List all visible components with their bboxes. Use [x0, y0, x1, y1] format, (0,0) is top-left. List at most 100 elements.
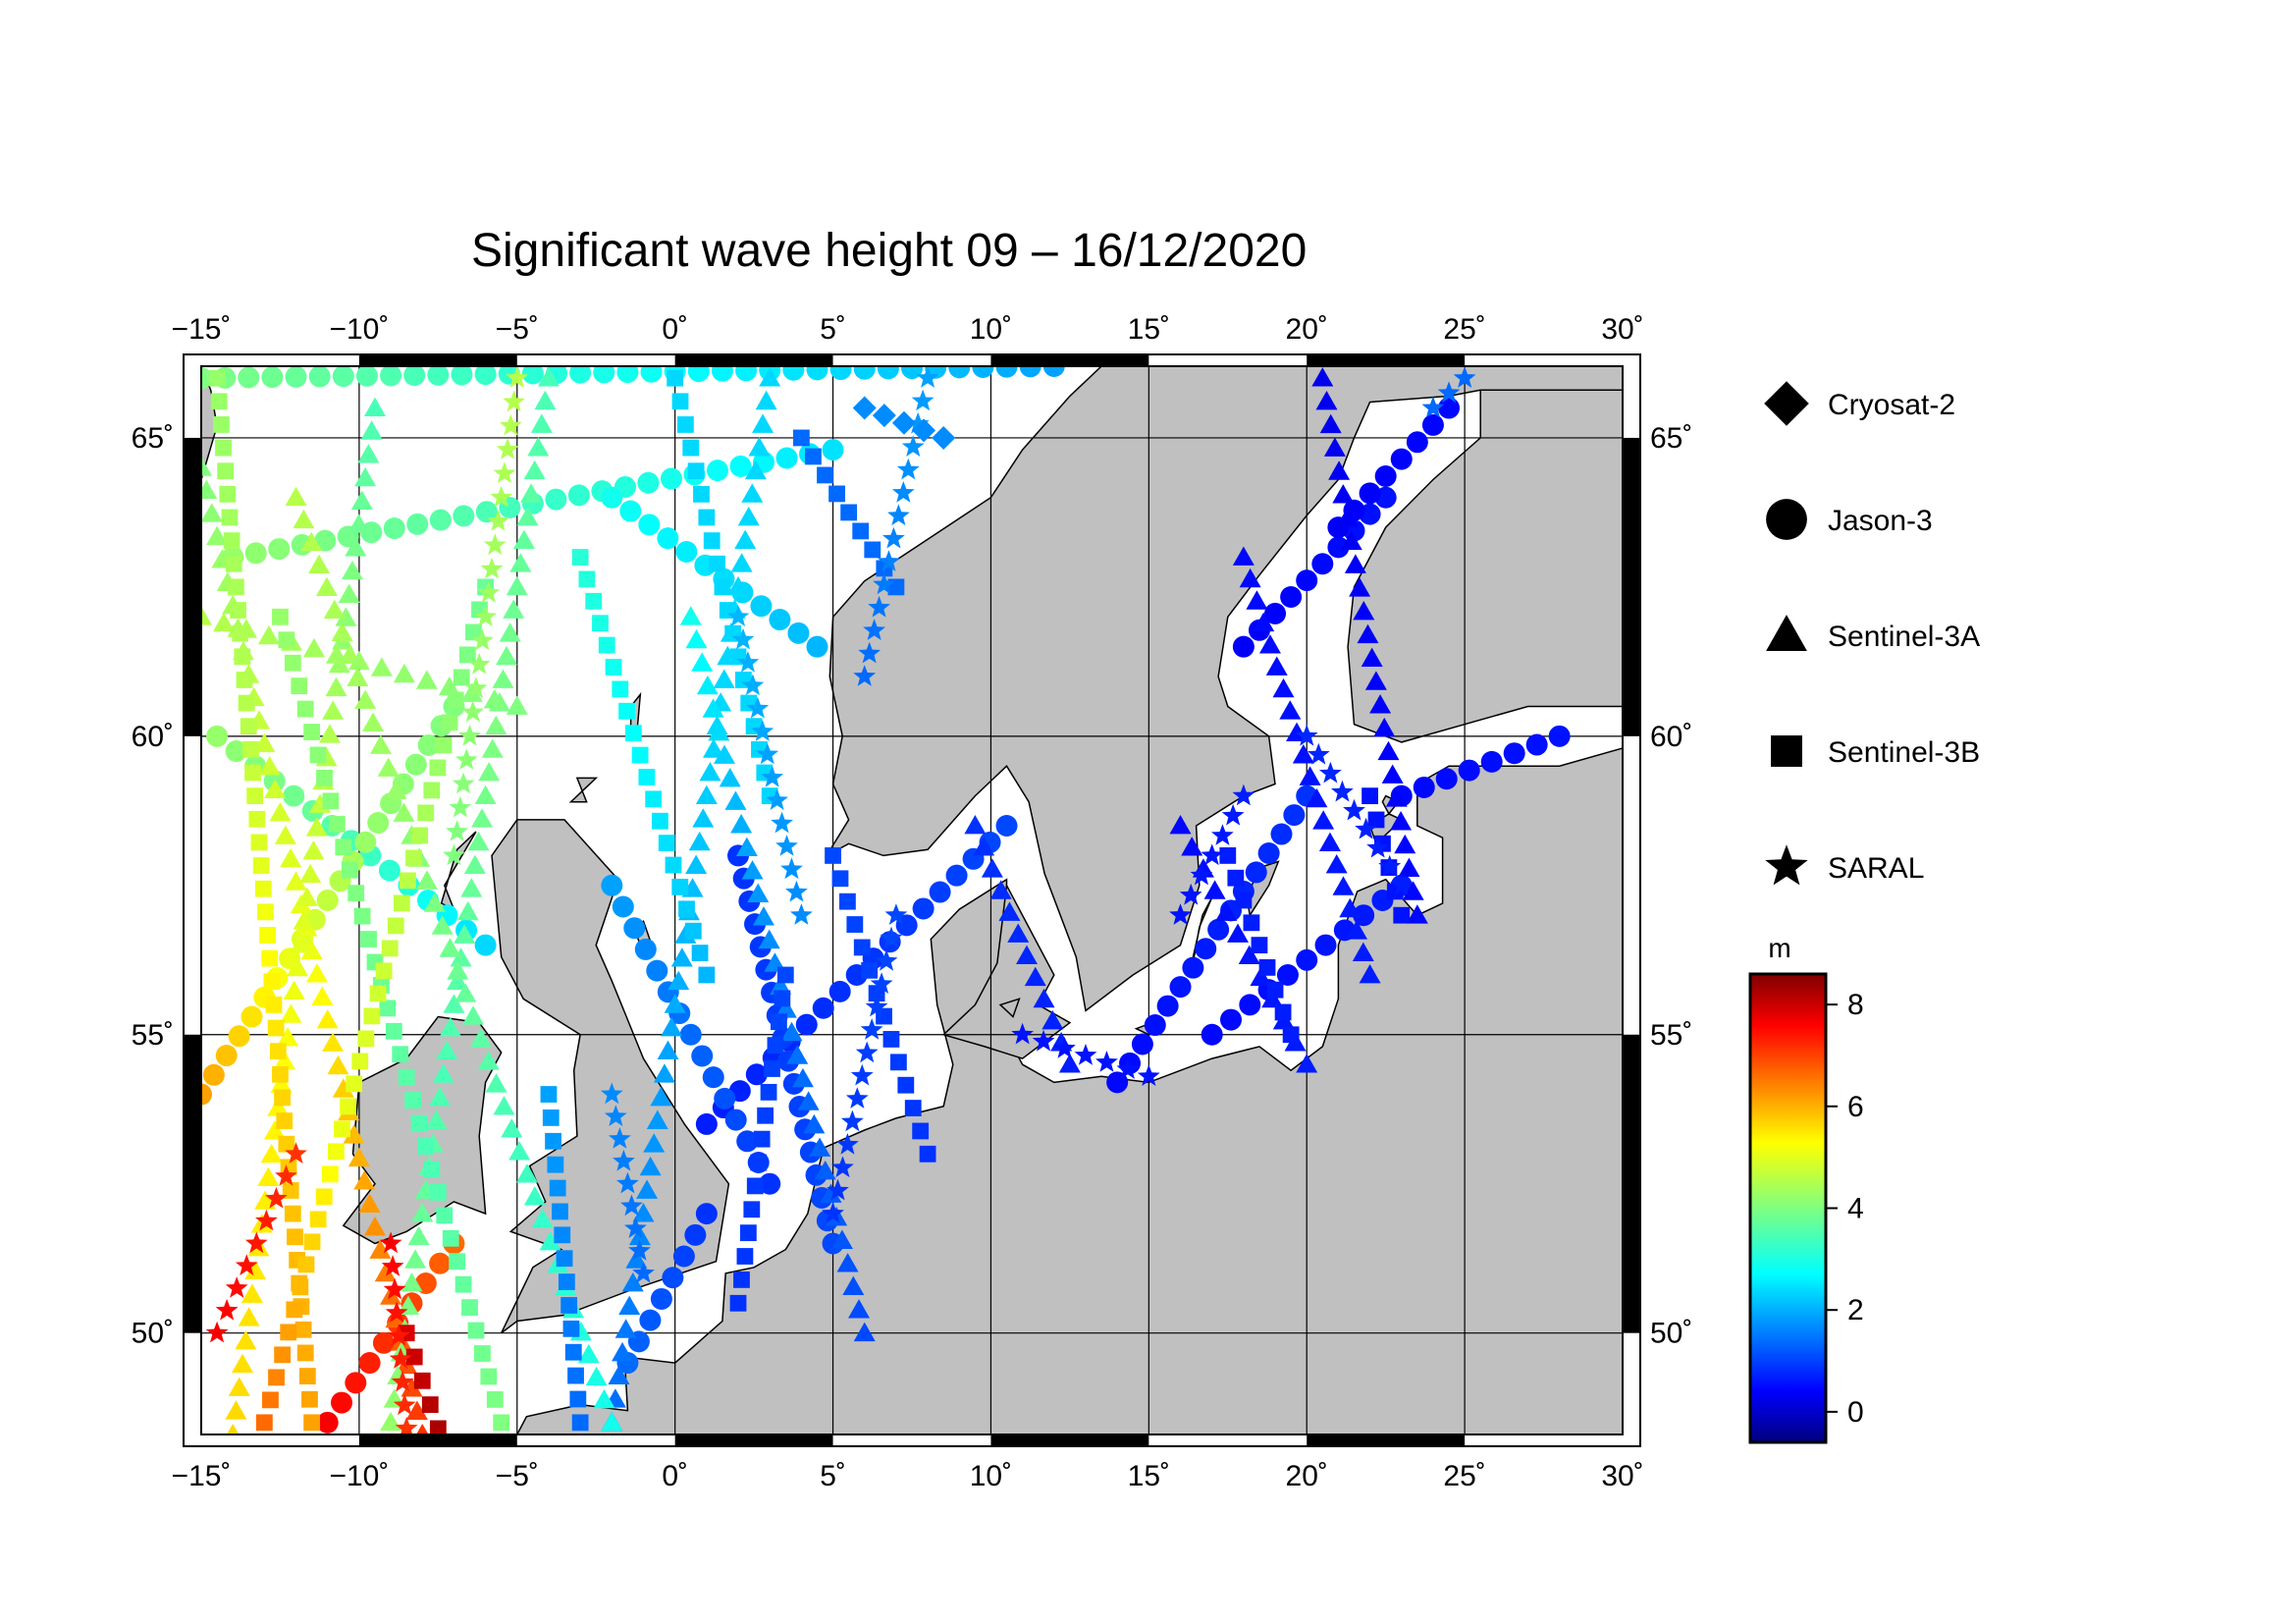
saral-point — [632, 1261, 655, 1283]
star-icon — [1765, 844, 1808, 886]
jason-3-point — [714, 1087, 736, 1109]
sentinel-3a-point — [1227, 923, 1250, 943]
sentinel-3a-point — [1306, 787, 1328, 808]
sentinel-3a-point — [664, 994, 686, 1013]
saral-point — [775, 835, 798, 856]
jason-3-point — [1156, 995, 1179, 1017]
sentinel-3a-point — [325, 644, 347, 664]
sentinel-3a-point — [688, 831, 711, 851]
sentinel-3a-point — [657, 1040, 679, 1060]
sentinel-3a-point — [415, 870, 438, 890]
sentinel-3a-point — [1253, 612, 1275, 632]
sentinel-3a-point — [369, 1239, 392, 1259]
sentinel-3b-point — [839, 893, 856, 910]
sentinel-3a-point — [1181, 837, 1203, 856]
sentinel-3b-point — [618, 702, 635, 720]
sentinel-3b-point — [298, 1368, 316, 1384]
sentinel-3b-point — [441, 714, 458, 731]
sentinel-3a-point — [512, 529, 535, 550]
colorbar: m 0 2 4 6 8 — [1748, 933, 1864, 1444]
sentinel-3a-point — [358, 1193, 381, 1213]
sentinel-3a-point — [1364, 671, 1387, 690]
sentinel-3b-point — [375, 962, 393, 980]
sentinel-3a-point — [791, 1067, 814, 1088]
jason-3-point — [474, 366, 497, 386]
jason-3-point — [238, 366, 260, 389]
jason-3-point — [332, 366, 354, 388]
sentinel-3b-point — [545, 1132, 561, 1150]
jason-3-point — [945, 864, 968, 887]
sentinel-3a-point — [692, 808, 715, 828]
saral-point — [822, 1202, 844, 1223]
sentinel-3b-point — [571, 1414, 589, 1432]
frame-segment — [184, 1034, 201, 1333]
saral-point — [452, 772, 475, 794]
sentinel-3a-point — [270, 1073, 293, 1093]
sentinel-3a-point — [848, 1299, 871, 1319]
sentinel-3a-point — [331, 622, 353, 641]
saral-point — [395, 1416, 418, 1434]
jason-3-point — [429, 1252, 452, 1274]
sentinel-3a-point — [523, 1186, 546, 1206]
saral-point — [1221, 803, 1245, 826]
sentinel-3b-point — [658, 835, 675, 852]
sentinel-3b-point — [363, 1007, 381, 1025]
jason-3-point — [806, 366, 828, 381]
saral-point — [385, 1301, 408, 1323]
sentinel-3b-point — [458, 646, 476, 664]
sentinel-3a-point — [335, 607, 357, 626]
sentinel-3a-point — [280, 847, 302, 868]
jason-3-point — [451, 366, 473, 386]
sentinel-3b-point — [392, 1046, 409, 1063]
saral-point — [896, 458, 920, 480]
sentinel-3a-point — [347, 514, 370, 533]
sentinel-3a-point — [752, 906, 774, 926]
jason-3-point — [646, 959, 668, 982]
sentinel-3a-point — [260, 1143, 283, 1163]
saral-point — [1095, 1051, 1118, 1072]
sentinel-3a-point — [290, 934, 312, 953]
saral-point — [624, 1217, 647, 1238]
sentinel-3b-point — [461, 1299, 478, 1317]
saral-point — [496, 438, 519, 460]
saral-point — [911, 389, 934, 411]
sentinel-3a-point — [516, 506, 539, 526]
sentinel-3a-point — [727, 575, 750, 596]
saral-point — [458, 724, 481, 746]
sentinel-3a-point — [318, 724, 341, 743]
sentinel-3b-point — [1243, 914, 1260, 932]
sentinel-3a-point — [735, 837, 758, 856]
sentinel-3b-point — [753, 1130, 771, 1148]
legend-label: Jason-3 — [1828, 505, 1933, 537]
land-polygon — [998, 998, 1021, 1018]
sentinel-3a-point — [305, 817, 328, 837]
sentinel-3b-point — [353, 907, 371, 925]
sentinel-3b-point — [558, 1273, 575, 1290]
sentinel-3b-point — [684, 922, 702, 940]
colorbar-tick-label: 0 — [1847, 1396, 1864, 1429]
jason-3-point — [1239, 994, 1261, 1016]
sentinel-3a-point — [1016, 945, 1039, 965]
saral-point — [840, 1109, 864, 1132]
jason-3-point — [569, 366, 592, 384]
sentinel-3a-point — [506, 695, 528, 715]
lon-tick-label: 25˚ — [1443, 1460, 1485, 1492]
jason-3-point — [1232, 635, 1255, 658]
sentinel-3a-point — [1024, 966, 1046, 987]
sentinel-3a-point — [1238, 945, 1260, 965]
map-outer-outline — [183, 353, 1641, 1447]
lon-tick-label: 20˚ — [1286, 313, 1328, 346]
sentinel-3a-point — [286, 956, 308, 977]
sentinel-3b-point — [569, 1390, 587, 1408]
saral-point — [1378, 854, 1402, 877]
saral-point — [771, 811, 793, 834]
saral-point — [464, 676, 488, 698]
legend-label: Cryosat-2 — [1828, 389, 1955, 421]
jason-3-point — [367, 811, 390, 834]
sentinel-3a-point — [737, 506, 760, 526]
sentinel-3b-point — [369, 985, 387, 1002]
sentinel-3a-point — [416, 1424, 429, 1434]
sentinel-3a-point — [730, 553, 753, 572]
sentinel-3a-point — [679, 606, 702, 625]
saral-point — [616, 1171, 639, 1194]
